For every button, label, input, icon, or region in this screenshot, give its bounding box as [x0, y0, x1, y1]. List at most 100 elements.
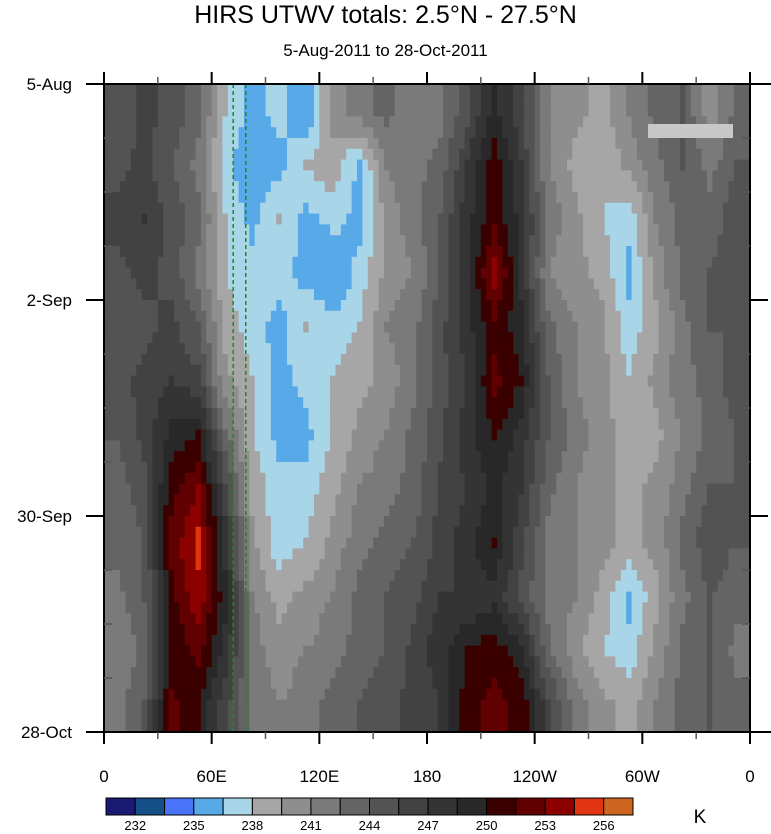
heatmap-cell: [599, 494, 606, 506]
heatmap-cell: [712, 267, 719, 279]
heatmap-cell: [696, 224, 703, 236]
heatmap-cell: [378, 192, 385, 204]
heatmap-cell: [550, 354, 557, 366]
heatmap-cell: [653, 429, 660, 441]
heatmap-cell: [254, 278, 261, 290]
heatmap-cell: [292, 354, 299, 366]
heatmap-cell: [147, 526, 154, 539]
heatmap-cell: [427, 505, 433, 517]
heatmap-cell: [222, 202, 229, 215]
heatmap-cell: [712, 418, 719, 431]
heatmap-cell: [706, 148, 713, 161]
heatmap-cell: [523, 343, 530, 355]
heatmap-cell: [690, 278, 697, 290]
heatmap-cell: [168, 321, 175, 333]
heatmap-cell: [125, 354, 132, 366]
heatmap-cell: [319, 494, 326, 506]
heatmap-cell: [346, 213, 353, 225]
heatmap-cell: [405, 289, 412, 301]
heatmap-cell: [669, 213, 676, 225]
heatmap-cell: [583, 386, 590, 398]
heatmap-cell: [281, 94, 288, 107]
heatmap-cell: [303, 343, 310, 355]
heatmap-cell: [109, 462, 116, 474]
heatmap-cell: [599, 116, 606, 128]
heatmap-cell: [206, 354, 213, 366]
heatmap-cell: [190, 321, 197, 333]
heatmap-cell: [260, 332, 267, 344]
heatmap-cell: [561, 440, 568, 452]
heatmap-cell: [593, 192, 600, 204]
heatmap-cell: [114, 159, 121, 171]
heatmap-cell: [184, 440, 191, 452]
heatmap-cell: [475, 278, 482, 290]
heatmap-cell: [636, 418, 643, 431]
heatmap-cell: [233, 138, 240, 150]
heatmap-cell: [141, 364, 148, 377]
heatmap-cell: [566, 192, 573, 204]
heatmap-cell: [416, 354, 423, 366]
heatmap-cell: [636, 451, 643, 463]
heatmap-cell: [717, 440, 724, 452]
heatmap-cell: [206, 289, 213, 301]
heatmap-cell: [744, 364, 751, 377]
heatmap-cell: [706, 170, 713, 182]
heatmap-cell: [432, 526, 439, 539]
heatmap-cell: [179, 213, 186, 225]
heatmap-cell: [669, 256, 676, 269]
heatmap-cell: [620, 332, 627, 344]
heatmap-cell: [373, 354, 380, 366]
heatmap-cell: [243, 483, 250, 495]
heatmap-cell: [130, 289, 137, 301]
heatmap-cell: [486, 332, 493, 344]
heatmap-cell: [739, 159, 746, 171]
heatmap-cell: [620, 224, 627, 236]
heatmap-cell: [308, 84, 315, 96]
heatmap-cell: [486, 386, 493, 398]
heatmap-cell: [475, 267, 482, 279]
heatmap-cell: [125, 429, 132, 441]
heatmap-cell: [690, 170, 697, 182]
heatmap-cell: [663, 138, 670, 150]
heatmap-cell: [674, 397, 681, 409]
heatmap-cell: [276, 246, 283, 258]
heatmap-cell: [254, 105, 261, 117]
heatmap-cell: [696, 310, 703, 323]
heatmap-cell: [448, 202, 455, 215]
heatmap-cell: [604, 472, 611, 485]
heatmap-cell: [260, 343, 267, 355]
heatmap-cell: [152, 246, 159, 258]
heatmap-cell: [362, 84, 369, 96]
heatmap-cell: [114, 94, 121, 107]
heatmap-cell: [685, 386, 692, 398]
heatmap-cell: [281, 418, 288, 431]
heatmap-cell: [475, 202, 482, 215]
heatmap-cell: [421, 429, 428, 441]
heatmap-cell: [448, 386, 455, 398]
heatmap-cell: [303, 375, 310, 387]
heatmap-cell: [701, 170, 708, 182]
heatmap-cell: [152, 267, 159, 279]
heatmap-cell: [281, 451, 288, 463]
heatmap-cell: [120, 505, 127, 517]
heatmap-cell: [297, 462, 304, 474]
heatmap-cell: [249, 84, 256, 96]
heatmap-cell: [464, 451, 471, 463]
heatmap-cell: [313, 429, 320, 441]
heatmap-cell: [658, 159, 665, 171]
heatmap-cell: [583, 321, 590, 333]
heatmap-cell: [120, 494, 127, 506]
heatmap-cell: [540, 159, 547, 171]
heatmap-cell: [394, 343, 401, 355]
heatmap-cell: [626, 429, 633, 441]
heatmap-cell: [260, 505, 267, 517]
heatmap-cell: [739, 235, 746, 247]
heatmap-cell: [211, 408, 218, 420]
heatmap-cell: [195, 526, 202, 539]
heatmap-cell: [453, 332, 460, 344]
heatmap-cell: [453, 127, 460, 139]
heatmap-cell: [416, 235, 423, 247]
heatmap-cell: [626, 386, 633, 398]
heatmap-cell: [400, 116, 407, 128]
heatmap-cell: [615, 213, 622, 225]
